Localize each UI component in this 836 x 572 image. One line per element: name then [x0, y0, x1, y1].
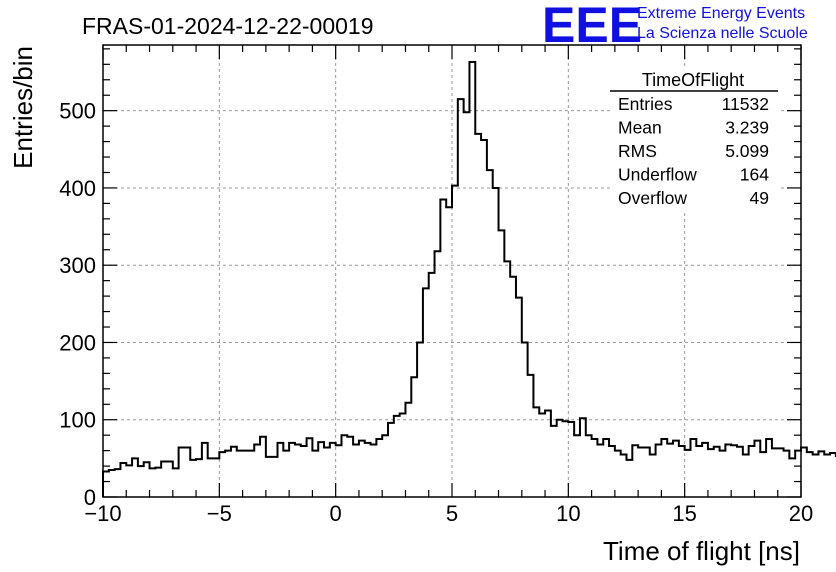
eee-logo: EEE Extreme Energy Events La Scienza nel… [542, 0, 808, 53]
x-tick-label: −10 [84, 501, 121, 526]
stat-value: 49 [750, 188, 769, 208]
stat-value: 11532 [722, 94, 769, 114]
y-tick-label: 300 [59, 253, 96, 278]
stat-value: 3.239 [725, 118, 769, 138]
stats-box-title: TimeOfFlight [642, 70, 744, 90]
stat-value: 5.099 [725, 141, 769, 161]
x-tick-label: 5 [446, 501, 458, 526]
y-tick-label: 0 [84, 485, 96, 510]
stat-label: Underflow [618, 165, 697, 185]
stat-label: Overflow [618, 188, 687, 208]
y-axis-label: Entries/bin [8, 46, 38, 169]
stat-label: Entries [618, 94, 673, 114]
x-tick-labels: −10 −5 0 5 10 15 20 [84, 501, 813, 526]
x-axis-label: Time of flight [ns] [603, 536, 800, 566]
y-tick-label: 400 [59, 176, 96, 201]
y-tick-label: 100 [59, 408, 96, 433]
y-tick-label: 500 [59, 99, 96, 124]
stats-box-background [610, 66, 778, 210]
y-tick-labels: 0 100 200 300 400 500 [59, 99, 96, 510]
stat-value: 164 [740, 165, 769, 185]
stat-label: Mean [618, 118, 662, 138]
y-tick-label: 200 [59, 330, 96, 355]
x-tick-label: 0 [330, 501, 342, 526]
chart-title: FRAS-01-2024-12-22-00019 [82, 13, 374, 39]
eee-logo-line1: Extreme Energy Events [637, 5, 805, 22]
stats-box: TimeOfFlight Entries 11532 Mean 3.239 RMS 5.0… [610, 66, 778, 210]
x-tick-label: 20 [789, 501, 813, 526]
histogram-series [102, 60, 836, 497]
axis-ticks [102, 45, 802, 498]
x-tick-label: 10 [556, 501, 580, 526]
x-tick-label: 15 [672, 501, 696, 526]
stat-label: RMS [618, 141, 657, 161]
eee-logo-mark: EEE [542, 0, 642, 53]
x-tick-label: −5 [207, 501, 232, 526]
stats-box-rows: Entries 11532 Mean 3.239 RMS 5.099 Underflow 16… [618, 94, 769, 208]
eee-logo-line2: La Scienza nelle Scuole [637, 25, 808, 42]
